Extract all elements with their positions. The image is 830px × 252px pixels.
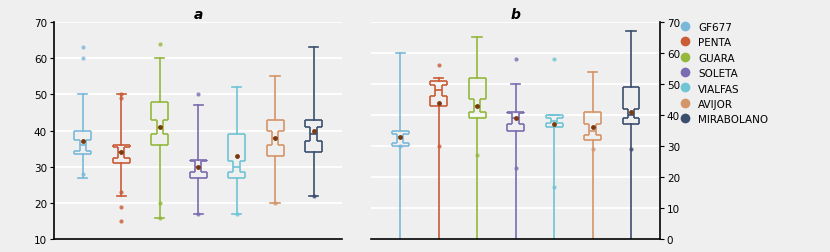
Legend: GF677, PENTA, GUARA, SOLETA, VIALFAS, AVIJOR, MIRABOLANO: GF677, PENTA, GUARA, SOLETA, VIALFAS, AV… bbox=[677, 18, 772, 129]
Title: a: a bbox=[193, 8, 203, 21]
Title: b: b bbox=[510, 8, 520, 21]
